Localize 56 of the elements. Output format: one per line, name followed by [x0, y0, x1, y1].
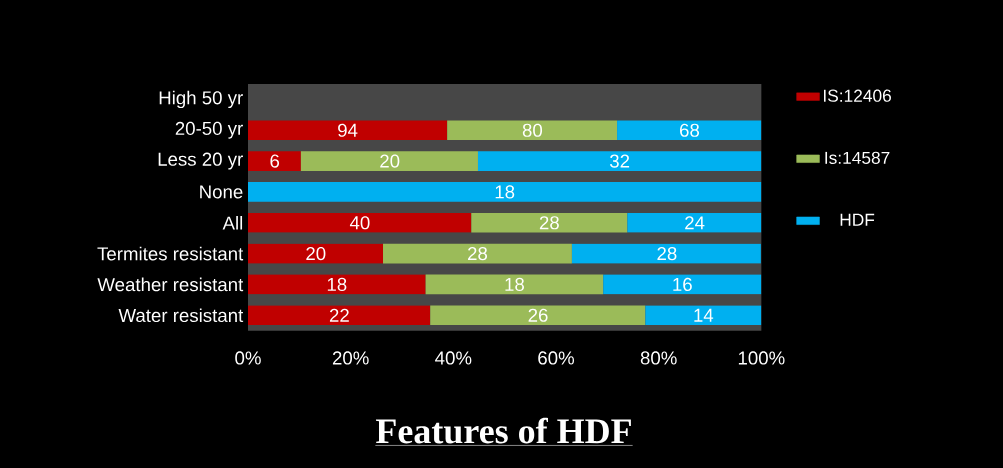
annotation: 68 — [680, 123, 700, 137]
annotation: 24 — [685, 216, 705, 230]
x-tick-label: 100% — [738, 351, 785, 365]
bar — [603, 274, 762, 295]
bar — [617, 120, 762, 141]
bar — [383, 243, 572, 264]
bar — [430, 305, 646, 326]
x-tick-label: 60% — [538, 351, 575, 365]
y-tick-label: High 50 yr — [159, 90, 243, 109]
annotation: 18 — [495, 185, 515, 199]
bar — [425, 274, 604, 295]
annotation: 16 — [673, 277, 692, 292]
y-tick-label: Water resistant — [118, 308, 244, 323]
bar — [248, 305, 431, 326]
annotation: 94 — [338, 123, 358, 137]
annotation: 20 — [306, 246, 326, 261]
x-tick-label: 20% — [332, 351, 369, 365]
annotation: 28 — [468, 246, 488, 261]
x-tick-label: 40% — [435, 351, 472, 365]
bar — [571, 243, 761, 264]
y-tick-label: Less 20 yr — [158, 152, 243, 170]
bar — [248, 120, 448, 141]
text: Features of HDF — [375, 417, 631, 444]
legend-label: HDF — [840, 213, 875, 226]
annotation: 14 — [694, 308, 714, 322]
x-tick-label: 80% — [640, 351, 677, 365]
bar — [645, 305, 762, 326]
bar — [300, 151, 478, 171]
annotation: 18 — [505, 277, 524, 292]
y-tick-label: Weather resistant — [97, 277, 244, 292]
legend-label: Is:14587 — [825, 151, 890, 164]
x-tick-label: 0% — [235, 351, 261, 365]
annotation: 22 — [329, 308, 349, 322]
y-tick-label: 20-50 yr — [175, 121, 243, 139]
annotation: 32 — [609, 154, 630, 168]
bar — [477, 151, 762, 171]
bar — [471, 212, 628, 233]
y-tick-label: All — [222, 215, 243, 230]
annotation: 28 — [657, 246, 677, 261]
y-tick-label: None — [200, 185, 243, 199]
legend-label: IS:12406 — [823, 89, 891, 102]
annotation: 6 — [270, 154, 280, 168]
annotation: 20 — [380, 154, 400, 168]
annotation: 26 — [528, 308, 548, 322]
annotation: 28 — [539, 216, 559, 230]
y-tick-label: Termites resistant — [97, 246, 244, 261]
bar — [447, 120, 618, 141]
annotation: 40 — [349, 216, 370, 230]
bar — [248, 151, 301, 171]
bar — [248, 243, 384, 264]
bar — [248, 274, 426, 295]
bar — [627, 212, 762, 233]
annotation: 18 — [327, 277, 347, 292]
bar — [248, 212, 472, 233]
annotation: 80 — [522, 123, 543, 137]
bar — [248, 182, 762, 202]
